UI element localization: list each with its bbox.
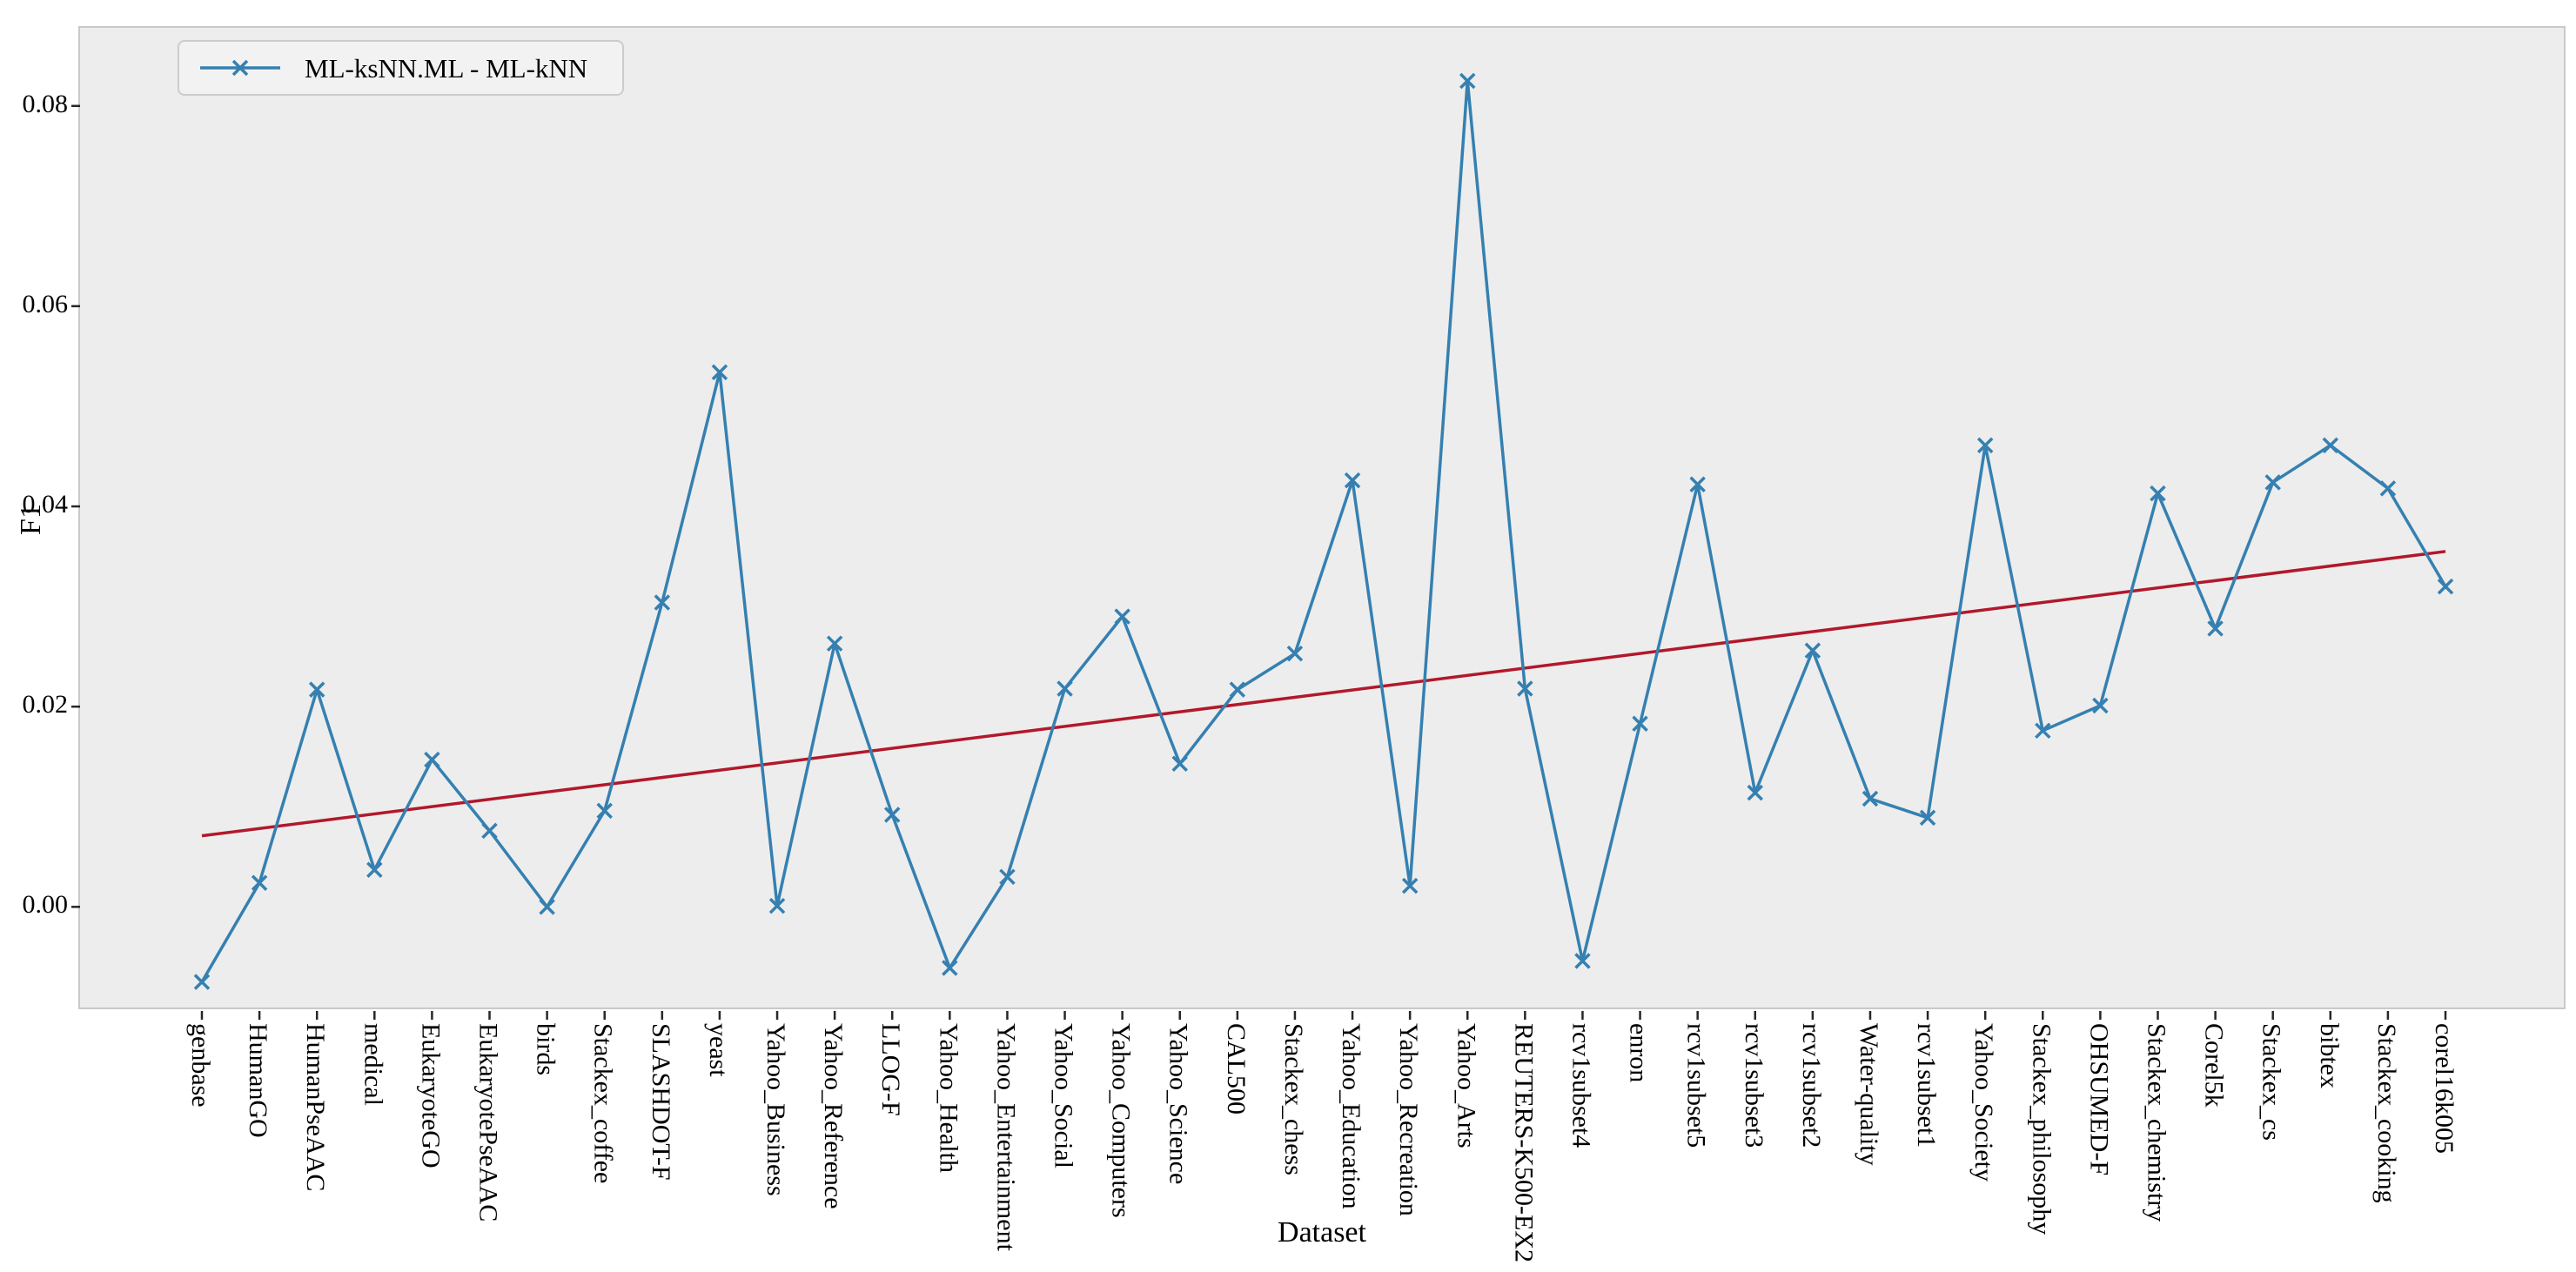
data-point-marker (1459, 72, 1476, 90)
x-tick-label: Yahoo_Health (934, 1023, 963, 1173)
data-point-marker (999, 868, 1016, 886)
series-line (200, 79, 2447, 984)
x-tick-label: rcv1subset1 (1912, 1023, 1942, 1148)
x-tick-label: Yahoo_Arts (1452, 1023, 1481, 1148)
legend: ML-ksNN.ML - ML-kNN (178, 40, 625, 96)
data-point-marker (654, 594, 671, 611)
x-tick-label: genbase (186, 1023, 215, 1108)
data-point-marker (2437, 578, 2454, 595)
data-point-marker (768, 897, 786, 914)
x-tick-label: Yahoo_Recreation (1394, 1023, 1424, 1216)
data-point-marker (1804, 642, 1821, 659)
x-tick-label: SLASHDOT-F (646, 1023, 675, 1181)
legend-label: ML-ksNN.ML - ML-kNN (305, 52, 588, 84)
data-point-marker (366, 861, 383, 878)
x-tick-label: Yahoo_Reference (819, 1023, 849, 1209)
x-tick-label: corel16k005 (2430, 1023, 2459, 1154)
data-point-marker (942, 960, 958, 976)
x-tick-label: Water-quality (1854, 1023, 1883, 1166)
y-tick-label: 0.06 (22, 289, 69, 318)
x-tick-label: HumanPseAAC (301, 1023, 331, 1192)
data-point-marker (424, 751, 440, 768)
x-tick-label: EukaryoteGO (416, 1023, 446, 1168)
x-tick-label: rcv1subset3 (1739, 1023, 1768, 1148)
data-point-marker (1862, 790, 1879, 807)
x-tick-label: Yahoo_Science (1164, 1023, 1193, 1185)
x-tick-label: HumanGO (244, 1023, 273, 1138)
y-tick-label: 0.04 (22, 490, 69, 519)
y-tick-label: 0.02 (22, 690, 69, 720)
y-tick-label: 0.00 (22, 890, 69, 920)
data-point-marker (1632, 715, 1648, 732)
x-tick-label: Stackex_chemistry (2142, 1023, 2171, 1222)
data-point-marker (1229, 681, 1246, 698)
data-point-marker (883, 807, 901, 823)
x-tick-label: Stackex_coffee (588, 1023, 618, 1184)
chart-canvas (71, 72, 2454, 1020)
x-tick-label: birds (531, 1023, 560, 1075)
x-tick-label: rcv1subset5 (1681, 1023, 1711, 1148)
legend-x-marker (231, 59, 249, 77)
data-point-marker (481, 822, 498, 840)
data-point-marker (2322, 437, 2339, 454)
x-tick-label: Corel5k (2199, 1023, 2229, 1108)
x-tick-label: rcv1subset2 (1796, 1023, 1826, 1148)
data-point-marker (308, 681, 325, 698)
x-axis-title: Dataset (1278, 1216, 1366, 1249)
trend-line (201, 550, 2446, 838)
x-tick-label: enron (1624, 1023, 1654, 1083)
data-point-marker (2035, 722, 2051, 740)
data-point-marker (251, 874, 268, 891)
x-tick-label: rcv1subset4 (1566, 1023, 1596, 1148)
plot-area: ML-ksNN.ML - ML-kNN (71, 26, 2566, 1020)
data-point-marker (1689, 476, 1706, 492)
x-tick-label: Yahoo_Entertainment (991, 1023, 1021, 1251)
x-tick-label: OHSUMED-F (2084, 1023, 2114, 1176)
data-point-marker (1976, 437, 1994, 454)
x-tick-label: LLOG-F (876, 1023, 906, 1116)
data-point-marker (1171, 755, 1188, 773)
x-tick-label: REUTERS-K500-EX2 (1509, 1023, 1539, 1262)
x-tick-label: CAL500 (1221, 1023, 1251, 1115)
x-tick-label: Yahoo_Education (1337, 1023, 1366, 1209)
data-point-marker (826, 635, 843, 652)
data-point-marker (1286, 645, 1304, 662)
data-point-marker (2207, 620, 2224, 637)
data-point-marker (1517, 680, 1533, 697)
x-tick-label: Yahoo_Computers (1106, 1023, 1136, 1218)
data-point-marker (1401, 877, 1419, 894)
x-tick-label: Yahoo_Social (1049, 1023, 1078, 1168)
data-point-marker (1114, 608, 1130, 625)
data-point-marker (193, 974, 211, 990)
x-tick-label: Stackex_chess (1278, 1023, 1308, 1175)
data-point-marker (711, 364, 728, 381)
y-tick-label: 0.08 (22, 89, 69, 118)
data-point-marker (2379, 480, 2397, 497)
data-point-marker (1344, 472, 1361, 489)
data-point-marker (1919, 809, 1936, 827)
x-tick-label: medical (359, 1023, 388, 1106)
data-point-marker (1574, 953, 1591, 969)
data-point-marker (596, 802, 613, 820)
legend-line-marker-icon (200, 59, 280, 77)
x-tick-label: Yahoo_Society (1969, 1023, 1999, 1182)
x-tick-label: Yahoo_Business (761, 1023, 791, 1196)
x-tick-label: Stackex_philosophy (2027, 1023, 2056, 1235)
x-tick-label: EukaryotePseAAC (473, 1023, 503, 1222)
x-tick-label: Stackex_cooking (2371, 1023, 2401, 1203)
x-tick-label: yeast (703, 1023, 733, 1077)
data-point-marker (1747, 784, 1764, 801)
data-point-marker (2092, 697, 2109, 714)
data-point-marker (2264, 474, 2281, 491)
data-point-marker (539, 899, 555, 915)
data-point-marker (2150, 485, 2166, 502)
x-tick-label: Stackex_cs (2257, 1023, 2286, 1141)
x-tick-label: bibtex (2314, 1023, 2344, 1088)
data-point-marker (1057, 680, 1073, 697)
